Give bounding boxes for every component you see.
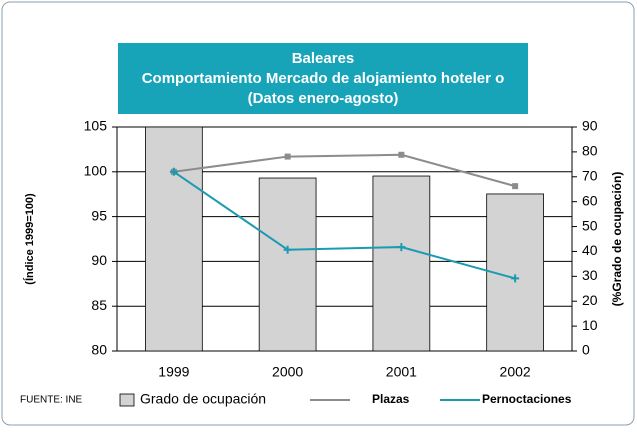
marker (169, 167, 178, 176)
y-tick-label: 80 (91, 342, 107, 358)
title-box (118, 43, 528, 114)
line (173, 170, 516, 280)
y2-tick-label: 20 (582, 292, 598, 308)
y2-tick-label: 50 (582, 217, 598, 233)
marker (398, 151, 405, 158)
x-tick-label: 2001 (386, 364, 417, 380)
y2-tick-label: 90 (582, 118, 598, 134)
y2-tick-label: 60 (582, 192, 598, 208)
y2-axis-title: (%Grado de ocupación) (610, 172, 624, 307)
y-tick-label: 90 (91, 252, 107, 268)
y-tick-label: 85 (91, 297, 107, 313)
y2-tick-label: 0 (582, 342, 590, 358)
y-axis-title: (Índice 1999=100) (23, 193, 36, 285)
chart-title: Comportamiento Mercado de alojamiento ho… (142, 70, 505, 87)
y2-tick-label: 10 (582, 317, 598, 333)
y-tick-label: 105 (84, 118, 108, 134)
legend-label: Plazas (372, 392, 410, 406)
y2-tick-label: 30 (582, 267, 598, 283)
bar (258, 177, 317, 352)
source: FUENTE: INE (20, 395, 83, 406)
y2-tick-label: 80 (582, 143, 598, 159)
bar (145, 126, 203, 352)
legend-swatch (119, 393, 135, 407)
marker (512, 183, 519, 190)
y-tick-label: 95 (91, 207, 107, 223)
y2-tick-label: 70 (582, 167, 598, 183)
bar (372, 175, 431, 352)
y2-tick-label: 40 (582, 242, 598, 258)
legend-label: Grado de ocupación (140, 391, 266, 407)
marker (397, 243, 406, 252)
x-tick-label: 2002 (500, 364, 531, 380)
marker (284, 153, 291, 160)
line (173, 153, 516, 188)
y-tick-label: 100 (84, 163, 108, 179)
x-tick-label: 2000 (272, 364, 303, 380)
marker (283, 245, 292, 254)
marker (511, 274, 520, 283)
chart-title: Baleares (292, 50, 355, 67)
x-tick-label: 1999 (158, 364, 189, 380)
chart-title: (Datos enero-agosto) (248, 90, 399, 107)
legend-label: Pernoctaciones (482, 392, 572, 406)
